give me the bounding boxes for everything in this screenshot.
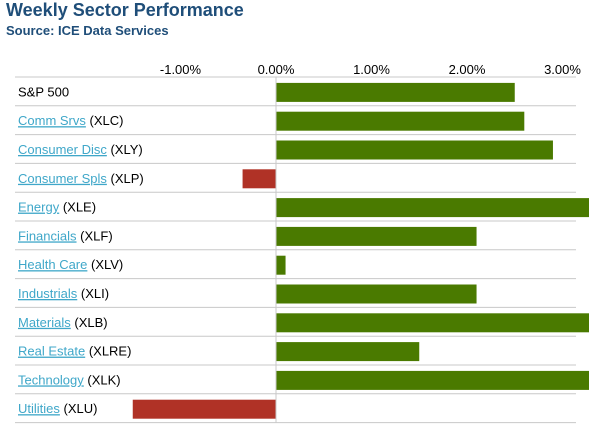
ticker-label: (XLV) xyxy=(87,257,123,272)
ticker-label: (XLY) xyxy=(107,142,143,157)
sector-link[interactable]: Utilities xyxy=(18,401,60,416)
sector-link[interactable]: Health Care xyxy=(18,257,87,272)
bar xyxy=(276,284,477,304)
x-tick-label: 0.00% xyxy=(258,62,295,77)
category-label[interactable]: Technology (XLK) xyxy=(18,372,121,387)
x-tick-label: 2.00% xyxy=(449,62,486,77)
category-label: S&P 500 xyxy=(18,84,69,99)
bar xyxy=(276,111,525,131)
category-label[interactable]: Materials (XLB) xyxy=(18,315,108,330)
bar xyxy=(132,399,276,419)
ticker-label: (XLU) xyxy=(60,401,98,416)
sector-link[interactable]: Materials xyxy=(18,315,71,330)
sector-link[interactable]: Real Estate xyxy=(18,344,85,359)
sector-link[interactable]: Consumer Disc xyxy=(18,142,107,157)
ticker-label: (XLI) xyxy=(77,286,109,301)
sector-link[interactable]: Comm Srvs xyxy=(18,113,86,128)
sector-link[interactable]: Consumer Spls xyxy=(18,171,107,186)
category-label[interactable]: Energy (XLE) xyxy=(18,200,96,215)
ticker-label: (XLP) xyxy=(107,171,144,186)
category-label[interactable]: Comm Srvs (XLC) xyxy=(18,113,123,128)
x-tick-label: 3.00% xyxy=(544,62,581,77)
ticker-label: (XLF) xyxy=(77,228,113,243)
bar xyxy=(276,198,589,218)
sector-link[interactable]: Technology xyxy=(18,372,84,387)
category-label[interactable]: Health Care (XLV) xyxy=(18,257,123,272)
ticker-label: (XLB) xyxy=(71,315,108,330)
category-label[interactable]: Consumer Disc (XLY) xyxy=(18,142,143,157)
bar xyxy=(276,313,589,333)
sector-link[interactable]: Energy xyxy=(18,200,60,215)
bar xyxy=(276,226,477,246)
category-label[interactable]: Financials (XLF) xyxy=(18,228,113,243)
bar xyxy=(276,342,420,362)
ticker-label: (XLE) xyxy=(59,200,96,215)
bar xyxy=(276,255,286,275)
bar xyxy=(242,169,276,189)
category-label[interactable]: Industrials (XLI) xyxy=(18,286,109,301)
sector-link[interactable]: Financials xyxy=(18,228,77,243)
chart-subtitle: Source: ICE Data Services xyxy=(6,23,169,38)
category-label[interactable]: Consumer Spls (XLP) xyxy=(18,171,144,186)
ticker-label: S&P 500 xyxy=(18,84,69,99)
x-tick-label: -1.00% xyxy=(160,62,202,77)
ticker-label: (XLK) xyxy=(84,372,121,387)
ticker-label: (XLRE) xyxy=(85,344,131,359)
category-label[interactable]: Real Estate (XLRE) xyxy=(18,344,131,359)
bar xyxy=(276,140,553,160)
category-label[interactable]: Utilities (XLU) xyxy=(18,401,97,416)
ticker-label: (XLC) xyxy=(86,113,124,128)
sector-link[interactable]: Industrials xyxy=(18,286,78,301)
bar xyxy=(276,82,515,102)
chart-title: Weekly Sector Performance xyxy=(6,0,244,20)
x-tick-label: 1.00% xyxy=(353,62,390,77)
bar xyxy=(276,370,589,390)
